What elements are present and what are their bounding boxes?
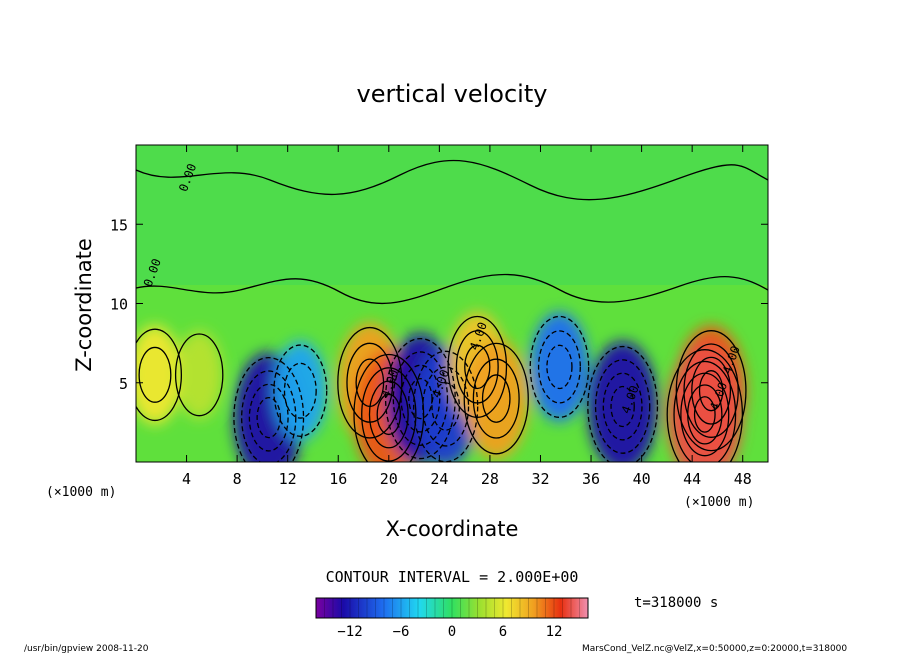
y-axis-ticks: 5 10 15	[110, 216, 768, 393]
contour-ring-13-4	[693, 396, 716, 433]
contour-ring-9-2	[481, 374, 511, 423]
x-axis-ticks: 4 8 12 16 20 24 28 32 36 40 44 48	[182, 145, 752, 488]
colorbar-tick-label-0: −12	[337, 624, 362, 640]
contour-ring-2-0	[233, 357, 305, 462]
contour-ring-13-1	[673, 360, 737, 462]
x-axis-label: X-coordinate	[386, 517, 519, 541]
x-tick-label-8: 36	[582, 470, 600, 488]
contour-ring-0-0	[136, 328, 183, 422]
colorbar-tick-label-2: 0	[448, 624, 456, 640]
footer-left: /usr/bin/gpview 2008-11-20	[24, 644, 149, 654]
contour-ring-3-0	[273, 344, 328, 437]
x-tick-label-11: 48	[734, 470, 752, 488]
contour-ring-11-2	[602, 372, 643, 441]
y-tick-label-0: 5	[119, 375, 128, 393]
y-tick-label-1: 10	[110, 296, 128, 314]
x-unit-left: (×1000 m)	[46, 485, 116, 500]
cell-10	[530, 312, 589, 422]
contour-ring-2-2	[248, 383, 289, 452]
x-tick-label-9: 40	[633, 470, 651, 488]
x-tick-label-3: 16	[329, 470, 347, 488]
contour-ring-12-2	[691, 356, 732, 425]
colorbar-ticks: −12 −6 0 6 12	[324, 598, 580, 640]
plot-area: 0.000.004.004.00 4.00 4.00 4.004.00	[136, 145, 768, 462]
x-tick-label-6: 28	[481, 470, 499, 488]
contour-interval: CONTOUR INTERVAL = 2.000E+00	[326, 568, 579, 586]
cell-1	[175, 330, 223, 420]
x-tick-label-2: 12	[279, 470, 297, 488]
x-tick-label-5: 24	[430, 470, 448, 488]
contour-ring-4-0	[337, 326, 403, 439]
y-tick-label-2: 15	[110, 216, 128, 234]
x-tick-label-1: 8	[233, 470, 242, 488]
contour-ring-8-2	[464, 344, 491, 390]
contour-ring-11-0	[587, 345, 659, 462]
contour-ring-12-1	[683, 343, 739, 438]
x-tick-label-10: 44	[683, 470, 701, 488]
contour-ring-2-3	[256, 396, 281, 439]
zero-contour	[136, 273, 768, 305]
colorbar-tick-label-3: 6	[499, 624, 507, 640]
contour-ring-6-3	[408, 377, 433, 420]
contour-ring-6-1	[392, 351, 449, 446]
footer-right: MarsCond_VelZ.nc@VelZ,x=0:50000,z=0:2000…	[582, 644, 847, 654]
contour-ring-12-3	[698, 370, 724, 412]
chart-title: vertical velocity	[357, 80, 548, 108]
contour-lines	[136, 159, 768, 462]
contour-ring-5-2	[368, 380, 409, 449]
colorbar-tick-label-1: −6	[393, 624, 410, 640]
x-unit-right: (×1000 m)	[684, 495, 754, 510]
contour-ring-9-0	[463, 342, 529, 455]
contour-ring-1-0	[174, 333, 224, 417]
x-tick-label-0: 4	[182, 470, 191, 488]
contour-ring-7-0	[413, 350, 479, 462]
cell-9	[464, 338, 529, 459]
contour-ring-10-1	[537, 330, 581, 404]
contour-ring-13-0	[666, 349, 744, 462]
contour-ring-7-1	[422, 366, 470, 447]
contour-ring-10-2	[546, 344, 573, 390]
contour-ring-8-0	[447, 315, 508, 418]
x-tick-label-4: 20	[380, 470, 398, 488]
upper-field	[136, 145, 768, 285]
contour-ring-13-2	[680, 372, 730, 457]
y-axis-label: Z-coordinate	[72, 238, 96, 372]
contour-ring-11-1	[594, 359, 651, 454]
contour-ring-5-3	[376, 393, 402, 436]
contour-ring-2-1	[241, 370, 297, 462]
contour-ring-12-0	[675, 330, 747, 452]
contour-ring-9-1	[472, 358, 520, 439]
contour-ring-8-1	[455, 330, 499, 404]
contour-ring-0-1	[138, 346, 172, 403]
x-tick-label-7: 32	[531, 470, 549, 488]
colorbar-tick-label-4: 12	[546, 624, 563, 640]
contour-ring-10-0	[529, 315, 590, 418]
zero-contour-upper	[136, 159, 768, 201]
contour-ring-11-3	[610, 385, 635, 428]
contour-ring-13-3	[687, 384, 723, 445]
time-label: t=318000 s	[634, 595, 718, 611]
contour-ring-3-1	[283, 362, 317, 419]
contour-ring-6-2	[400, 364, 441, 433]
